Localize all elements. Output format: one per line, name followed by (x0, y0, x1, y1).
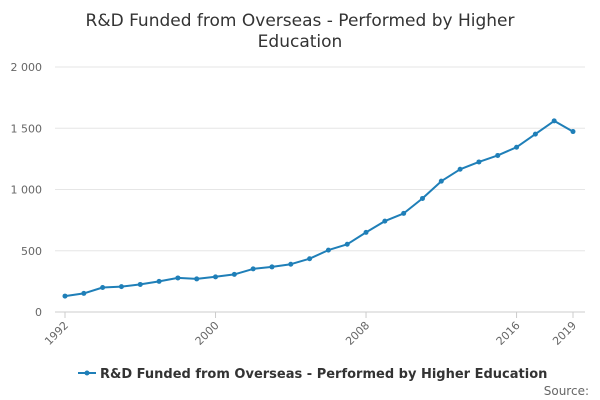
data-point[interactable] (514, 144, 520, 150)
data-point[interactable] (476, 159, 482, 165)
legend-label: R&D Funded from Overseas - Performed by … (100, 367, 547, 382)
data-point[interactable] (438, 178, 444, 184)
data-point[interactable] (269, 264, 275, 270)
data-point[interactable] (325, 247, 331, 253)
y-tick-label: 500 (21, 245, 42, 258)
data-point[interactable] (551, 118, 557, 124)
data-point[interactable] (401, 210, 407, 216)
y-tick-label: 1 500 (11, 122, 43, 135)
data-point[interactable] (137, 281, 143, 287)
chart-title-line-2: Education (258, 32, 343, 52)
y-tick-label: 1 000 (11, 184, 43, 197)
legend[interactable]: R&D Funded from Overseas - Performed by … (78, 367, 547, 382)
data-point[interactable] (288, 261, 294, 267)
series-line (64, 119, 574, 298)
data-point[interactable] (175, 275, 181, 281)
data-point[interactable] (62, 293, 68, 299)
data-point[interactable] (250, 266, 256, 272)
data-point[interactable] (213, 274, 219, 280)
legend-marker-icon (84, 370, 90, 376)
data-point[interactable] (532, 131, 538, 137)
x-tick-label: 2016 (494, 319, 523, 348)
x-tick-label: 2019 (550, 319, 579, 348)
data-point[interactable] (363, 229, 369, 235)
data-point[interactable] (118, 284, 124, 290)
y-tick-label: 2 000 (11, 61, 43, 74)
data-point[interactable] (495, 152, 501, 158)
data-point[interactable] (100, 285, 106, 290)
data-point[interactable] (194, 276, 200, 282)
data-point[interactable] (231, 271, 237, 277)
data-point[interactable] (382, 218, 388, 224)
x-tick-label: 1992 (42, 319, 71, 348)
data-point[interactable] (81, 290, 87, 296)
data-point[interactable] (570, 129, 576, 135)
source-label: Source: (544, 384, 589, 398)
x-tick-label: 2008 (343, 319, 372, 348)
x-tick-label: 2000 (193, 319, 222, 348)
data-point[interactable] (156, 278, 162, 284)
y-axis-ticks: 0 500 1 000 1 500 2 000 (11, 61, 43, 319)
data-point[interactable] (344, 241, 350, 247)
chart-title-line-1: R&D Funded from Overseas - Performed by … (86, 11, 515, 31)
series-layer (62, 118, 576, 299)
gridlines (55, 66, 585, 313)
data-point[interactable] (419, 195, 425, 201)
y-tick-label: 0 (35, 306, 42, 319)
data-point[interactable] (307, 256, 313, 262)
x-axis-ticks: 1992 2000 2008 2016 2019 (42, 312, 579, 348)
data-point[interactable] (457, 166, 463, 172)
